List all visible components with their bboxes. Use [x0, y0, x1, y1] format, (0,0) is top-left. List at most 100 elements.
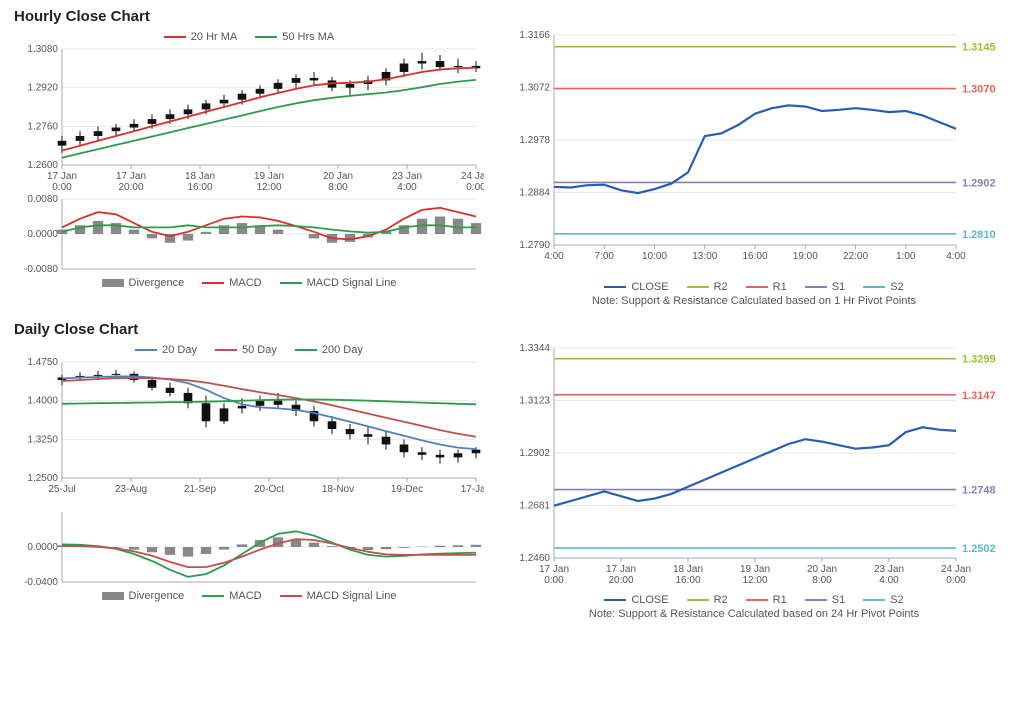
svg-text:1.2978: 1.2978 [519, 135, 550, 146]
legend-swatch [280, 595, 302, 597]
svg-text:1.2600: 1.2600 [27, 160, 58, 171]
legend-label: Divergence [129, 590, 185, 602]
legend-label: R2 [714, 281, 728, 293]
legend-item: R1 [746, 594, 787, 606]
svg-text:1.3123: 1.3123 [519, 396, 550, 407]
svg-text:19:00: 19:00 [793, 251, 818, 262]
svg-text:8:00: 8:00 [812, 575, 832, 586]
svg-text:18 Jan: 18 Jan [185, 171, 215, 182]
svg-text:1.4000: 1.4000 [27, 396, 58, 407]
svg-text:1.3344: 1.3344 [519, 343, 550, 354]
legend-swatch [863, 599, 885, 601]
legend-label: R2 [714, 594, 728, 606]
svg-text:1.2500: 1.2500 [27, 473, 58, 484]
svg-text:17 Jan: 17 Jan [606, 564, 636, 575]
legend-swatch [295, 349, 317, 351]
svg-text:1.2884: 1.2884 [519, 188, 550, 199]
legend-item: CLOSE [604, 281, 668, 293]
svg-text:0.0080: 0.0080 [27, 195, 58, 205]
svg-text:13:00: 13:00 [692, 251, 717, 262]
svg-text:-0.0400: -0.0400 [24, 577, 58, 588]
svg-text:24 Jan: 24 Jan [461, 171, 484, 182]
legend-item: MACD Signal Line [280, 590, 397, 602]
svg-text:1.2902: 1.2902 [519, 448, 550, 459]
svg-text:16:00: 16:00 [187, 182, 212, 193]
legend-label: S2 [890, 281, 903, 293]
svg-text:1.3250: 1.3250 [27, 434, 58, 445]
legend-swatch [255, 36, 277, 38]
legend-item: S1 [805, 594, 845, 606]
legend-swatch [746, 286, 768, 288]
hourly-macd-chart: -0.0080 0.0000 0.0080 [14, 195, 484, 275]
svg-text:1.3080: 1.3080 [27, 45, 58, 55]
legend-label: CLOSE [631, 281, 668, 293]
legend-item: R2 [687, 281, 728, 293]
svg-text:1.3072: 1.3072 [519, 83, 550, 94]
svg-text:16:00: 16:00 [742, 251, 767, 262]
legend-item: S2 [863, 281, 903, 293]
legend-label: 50 Hrs MA [282, 31, 334, 43]
legend-item: MACD Signal Line [280, 277, 397, 289]
svg-text:0:00: 0:00 [466, 182, 484, 193]
svg-text:1.2460: 1.2460 [519, 553, 550, 564]
legend-item: CLOSE [604, 594, 668, 606]
svg-text:1.2790: 1.2790 [519, 240, 550, 251]
legend-item: Divergence [102, 590, 185, 602]
svg-text:19 Jan: 19 Jan [740, 564, 770, 575]
daily-sr-legend: CLOSE R2 R1 S1 S2 [504, 594, 1004, 606]
svg-text:17 Jan: 17 Jan [47, 171, 77, 182]
legend-swatch [805, 599, 827, 601]
svg-text:1.2810: 1.2810 [962, 229, 996, 241]
legend-label: Divergence [129, 277, 185, 289]
legend-label: 50 Day [242, 344, 277, 356]
svg-text:1.2748: 1.2748 [962, 485, 996, 497]
legend-swatch [863, 286, 885, 288]
legend-item: S1 [805, 281, 845, 293]
legend-swatch [687, 599, 709, 601]
svg-text:19 Jan: 19 Jan [254, 171, 284, 182]
legend-label: 20 Hr MA [191, 31, 237, 43]
legend-swatch [202, 595, 224, 597]
legend-label: MACD Signal Line [307, 277, 397, 289]
legend-item: R1 [746, 281, 787, 293]
svg-text:18 Jan: 18 Jan [673, 564, 703, 575]
legend-item: 200 Day [295, 344, 363, 356]
daily-left-col: 20 Day50 Day200 Day 1.25001.32501.40001.… [14, 342, 484, 620]
legend-item: S2 [863, 594, 903, 606]
hourly-sr-note: Note: Support & Resistance Calculated ba… [504, 295, 1004, 307]
hourly-left-col: 20 Hr MA50 Hrs MA 1.26001.27601.29201.30… [14, 29, 484, 307]
svg-text:1.2760: 1.2760 [27, 121, 58, 132]
hourly-title: Hourly Close Chart [14, 8, 1010, 25]
daily-right-col: 1.2460 1.2681 1.2902 1.3123 1.3344 17 Jan 0:00… [504, 342, 1004, 620]
svg-text:1.3166: 1.3166 [519, 30, 550, 41]
svg-text:1.3299: 1.3299 [962, 354, 996, 366]
svg-text:0:00: 0:00 [946, 575, 966, 586]
legend-label: MACD [229, 590, 261, 602]
legend-label: MACD [229, 277, 261, 289]
daily-row: 20 Day50 Day200 Day 1.25001.32501.40001.… [14, 342, 1010, 620]
hourly-row: 20 Hr MA50 Hrs MA 1.26001.27601.29201.30… [14, 29, 1010, 307]
legend-item: 50 Day [215, 344, 277, 356]
svg-text:22:00: 22:00 [843, 251, 868, 262]
svg-text:17-Jan: 17-Jan [461, 484, 484, 495]
svg-text:17 Jan: 17 Jan [116, 171, 146, 182]
svg-text:1.2681: 1.2681 [519, 501, 550, 512]
legend-swatch [102, 592, 124, 600]
svg-text:0.0000: 0.0000 [27, 229, 58, 240]
daily-price-chart: 1.25001.32501.40001.475025-Jul23-Aug21-S… [14, 358, 484, 508]
legend-swatch [604, 599, 626, 601]
legend-label: CLOSE [631, 594, 668, 606]
hourly-sr-legend: CLOSE R2 R1 S1 S2 [504, 281, 1004, 293]
legend-swatch [746, 599, 768, 601]
hourly-macd-legend: Divergence MACD MACD Signal Line [14, 277, 484, 289]
svg-text:-0.0080: -0.0080 [24, 264, 58, 275]
svg-text:4:00: 4:00 [879, 575, 899, 586]
legend-label: R1 [773, 281, 787, 293]
legend-item: R2 [687, 594, 728, 606]
legend-label: S1 [832, 281, 845, 293]
legend-swatch [164, 36, 186, 38]
svg-text:16:00: 16:00 [675, 575, 700, 586]
legend-swatch [202, 282, 224, 284]
legend-label: R1 [773, 594, 787, 606]
daily-sr-note: Note: Support & Resistance Calculated ba… [504, 608, 1004, 620]
